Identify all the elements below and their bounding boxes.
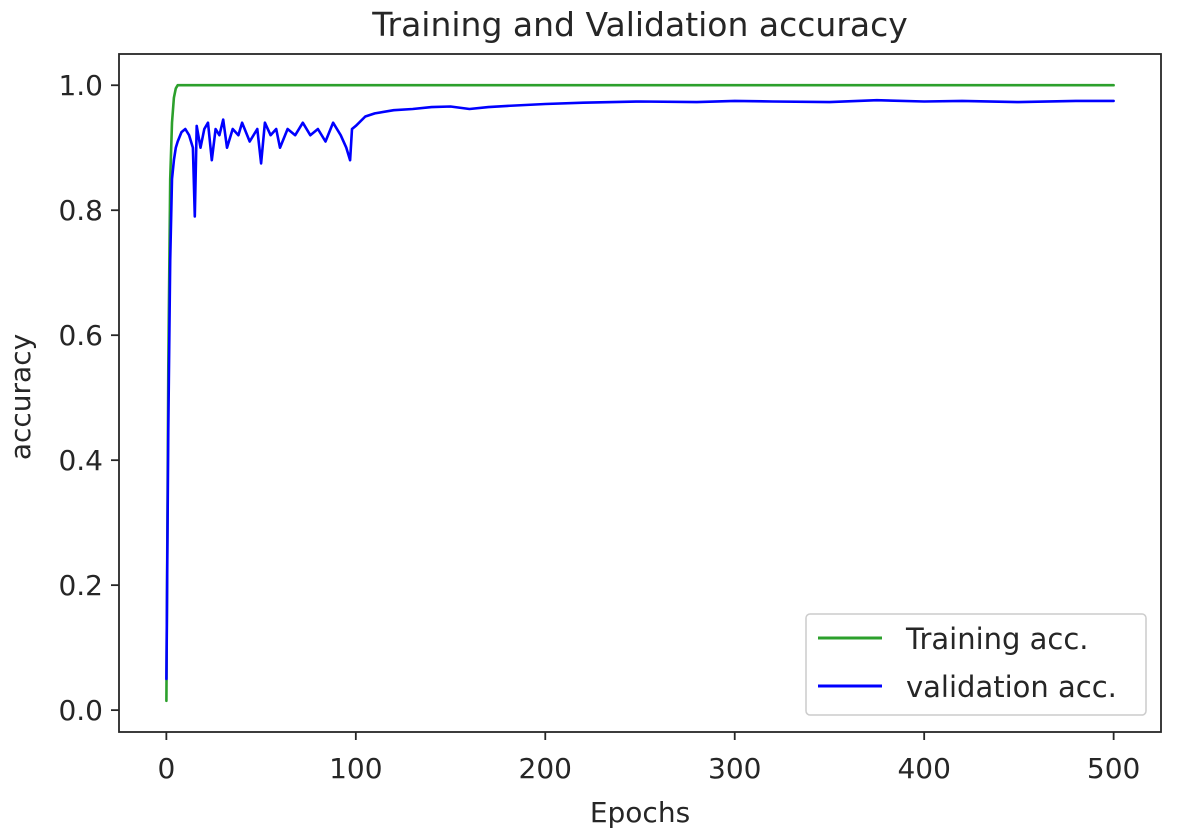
y-tick-label: 0.2 <box>58 569 103 602</box>
legend-label-training: Training acc. <box>905 622 1089 656</box>
x-tick-label: 0 <box>157 752 175 785</box>
y-tick-label: 0.8 <box>58 194 103 227</box>
series-layer <box>165 83 1115 703</box>
series-line-validation <box>165 98 1115 681</box>
y-tick-label: 0.6 <box>58 319 103 352</box>
x-axis-label: Epochs <box>590 796 690 829</box>
y-tick-label: 0.0 <box>58 694 103 727</box>
y-tick-label: 0.4 <box>58 444 103 477</box>
x-tick-label: 300 <box>708 752 761 785</box>
legend-box <box>805 613 1147 716</box>
legend: Training acc. validation acc. <box>805 613 1147 716</box>
y-axis: 0.0 0.2 0.4 0.6 0.8 1.0 <box>58 69 119 727</box>
x-tick-label: 100 <box>329 752 382 785</box>
x-tick-label: 200 <box>519 752 572 785</box>
x-tick-label: 400 <box>897 752 950 785</box>
chart-title: Training and Validation accuracy <box>371 5 908 44</box>
x-tick-label: 500 <box>1087 752 1140 785</box>
x-axis: 0 100 200 300 400 500 <box>157 732 1140 785</box>
y-tick-label: 1.0 <box>58 69 103 102</box>
legend-label-validation: validation acc. <box>906 670 1117 704</box>
series-line-training <box>165 83 1115 703</box>
y-axis-label: accuracy <box>4 334 37 460</box>
